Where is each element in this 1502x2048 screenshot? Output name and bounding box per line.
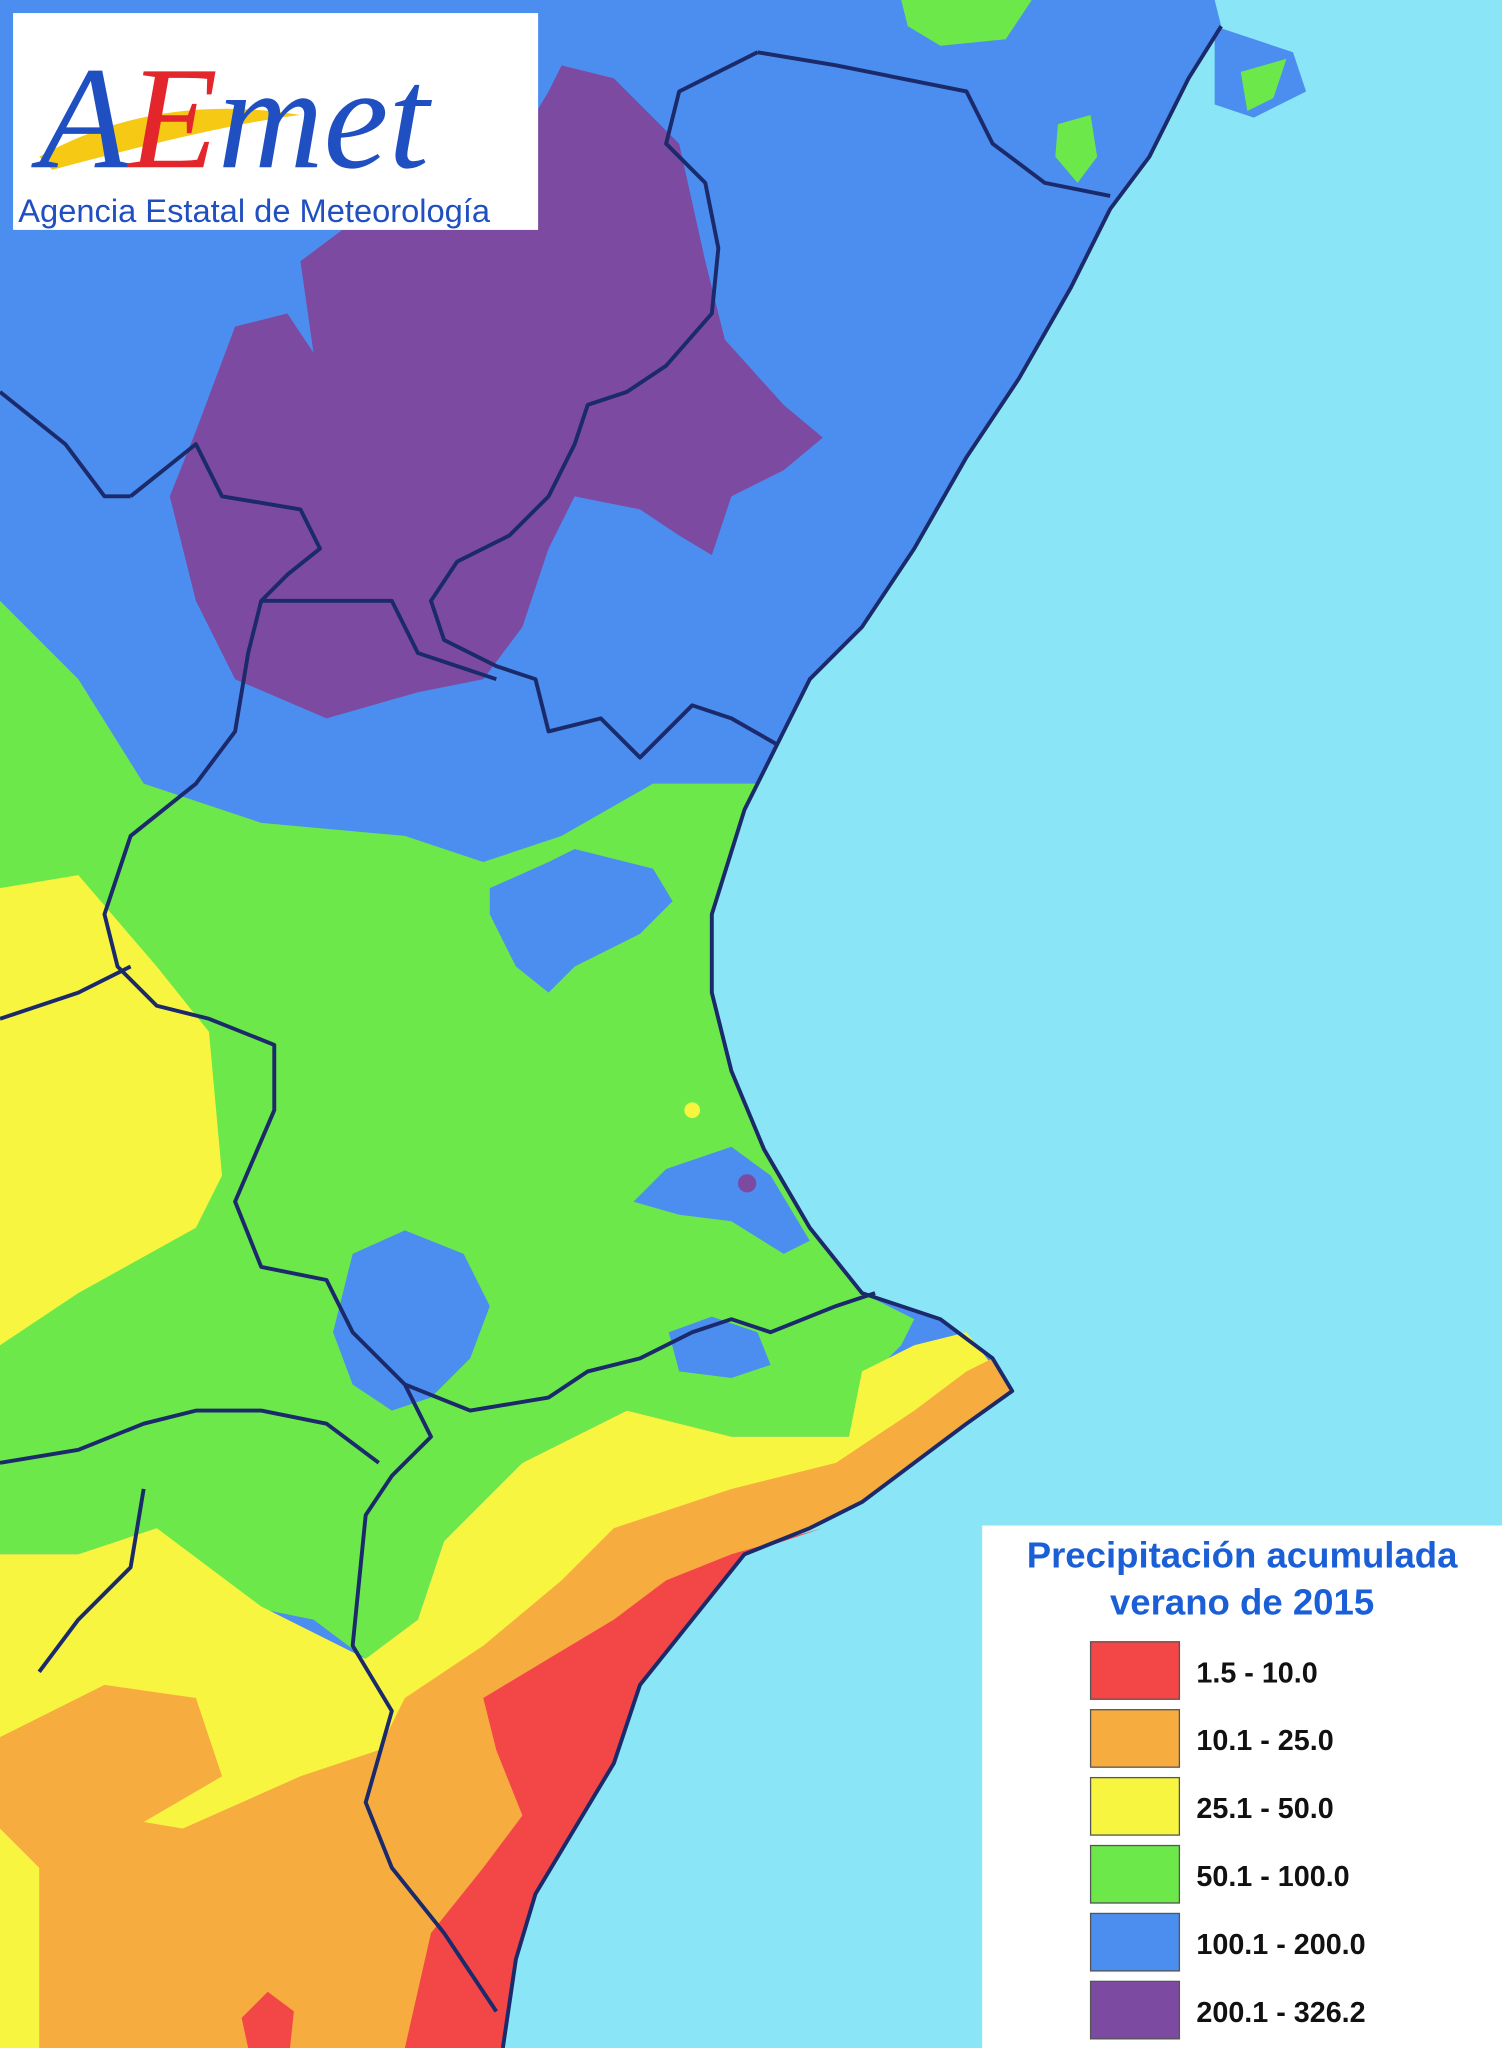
logo-agency: Agencia Estatal de Meteorología: [18, 192, 491, 229]
logo-swoosh: [39, 108, 301, 170]
province-border: [0, 50, 1111, 1673]
legend-title: verano de 2015: [1110, 1581, 1374, 1622]
zone-yellow-dot: [684, 1102, 701, 1119]
legend-swatch: [1089, 1844, 1181, 1904]
legend-swatch: [1089, 1980, 1181, 2040]
zone-blue: [333, 848, 810, 1411]
delta-green: [1240, 58, 1287, 112]
province-border: [404, 1291, 876, 1413]
coastline: [500, 25, 1223, 2048]
legend-title: Precipitación acumulada: [1027, 1534, 1458, 1575]
legend: Precipitación acumulada verano de 2015 1.5…: [982, 1525, 1502, 2048]
legend-box: [982, 1525, 1502, 2048]
legend-label: 25.1 - 50.0: [1196, 1793, 1333, 1825]
zone-yellow: [0, 875, 1013, 2048]
borders: [0, 25, 1223, 2048]
legend-label: 1.5 - 10.0: [1196, 1657, 1317, 1689]
legend-swatch: [1089, 1641, 1181, 1700]
legend-label: 200.1 - 326.2: [1196, 1997, 1365, 2029]
legend-swatch: [1089, 1709, 1181, 1768]
zone-red: [241, 1528, 823, 2048]
legend-swatch: [1089, 1776, 1181, 1836]
zone-green: [0, 600, 915, 1659]
province-border: [129, 442, 497, 682]
zone-purple: [169, 65, 823, 719]
green-patch: [901, 0, 1098, 183]
legend-label: 50.1 - 100.0: [1196, 1861, 1349, 1893]
province-border: [102, 600, 498, 2013]
logo-box: [13, 13, 539, 230]
legend-label: 10.1 - 25.0: [1196, 1725, 1333, 1757]
logo-wordmark: AEmet: [31, 37, 432, 199]
province-border: [429, 50, 779, 760]
logo: AEmet Agencia Estatal de Meteorología: [13, 13, 539, 230]
legend-swatch: [1089, 1912, 1181, 1972]
zone-purple-dot: [737, 1174, 757, 1193]
legend-label: 100.1 - 200.0: [1196, 1929, 1365, 1961]
